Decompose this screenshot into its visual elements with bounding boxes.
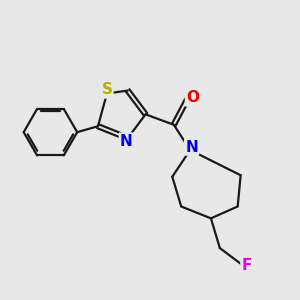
Text: S: S xyxy=(101,82,112,98)
Text: F: F xyxy=(242,258,252,273)
Text: N: N xyxy=(185,140,198,154)
Text: N: N xyxy=(120,134,133,148)
Text: O: O xyxy=(186,91,199,106)
